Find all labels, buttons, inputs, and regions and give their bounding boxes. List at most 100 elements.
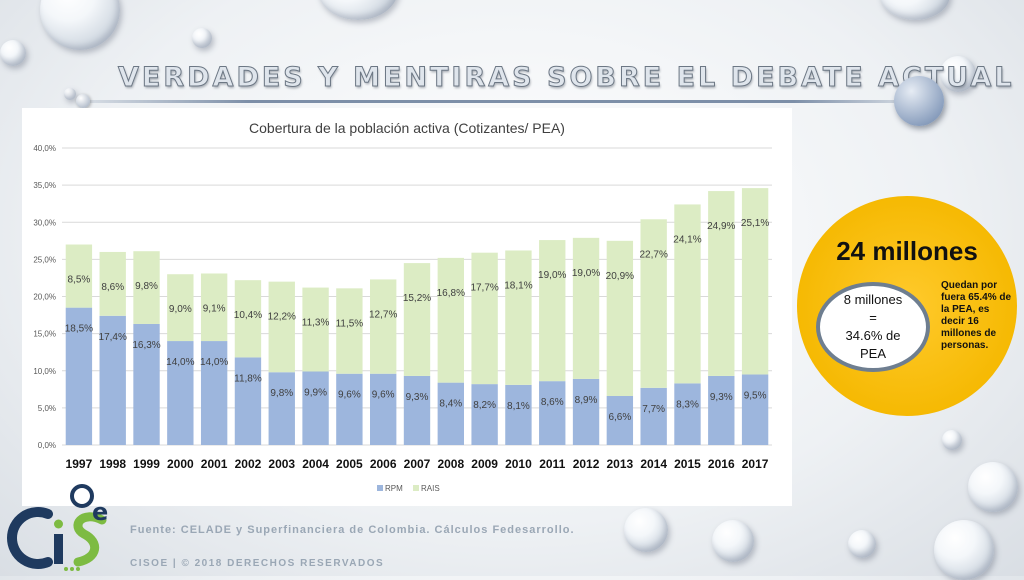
water-drop-decoration	[940, 56, 976, 92]
bar-rais	[370, 279, 397, 374]
data-label-rais: 12,2%	[268, 312, 296, 323]
data-label-rpm: 8,9%	[575, 395, 598, 406]
title-underline	[80, 100, 920, 103]
bar-rpm	[741, 374, 769, 445]
x-tick-label: 2015	[674, 457, 701, 471]
chart-title: Cobertura de la población activa (Cotiza…	[249, 120, 565, 136]
bar-rais	[437, 257, 464, 383]
data-label-rais: 11,3%	[302, 318, 330, 329]
oval-line-4: PEA	[859, 346, 886, 361]
cisoe-logo: e	[7, 484, 108, 571]
bar-rpm	[336, 373, 363, 445]
x-tick-label: 2017	[742, 457, 769, 471]
bar-rpm	[403, 375, 431, 445]
x-tick-label: 1997	[66, 457, 93, 471]
bar-rais	[99, 251, 126, 316]
water-drop-decoration	[318, 0, 398, 20]
data-label-rais: 18,1%	[504, 280, 532, 291]
data-label-rais: 10,4%	[234, 310, 262, 321]
water-drop-decoration	[934, 520, 994, 580]
x-tick-label: 2011	[539, 457, 565, 471]
legend-swatch	[377, 485, 383, 491]
data-label-rais: 9,0%	[169, 304, 192, 315]
title-line-orb	[894, 76, 944, 126]
callout-headline: 24 millones	[836, 236, 978, 266]
data-label-rais: 24,1%	[673, 234, 701, 245]
bar-rpm	[370, 373, 397, 445]
y-tick-label: 25,0%	[33, 255, 56, 264]
source-note: Fuente: CELADE y Superfinanciera de Colo…	[130, 524, 575, 536]
bar-rpm	[302, 371, 329, 445]
title-line-knob	[76, 94, 90, 108]
x-tick-label: 2010	[505, 457, 532, 471]
bar-rais	[200, 273, 228, 342]
water-drop-decoration	[880, 0, 950, 20]
water-drop-decoration	[968, 462, 1018, 512]
x-tick-label: 2006	[370, 457, 397, 471]
y-tick-label: 35,0%	[33, 181, 56, 190]
water-drop-decoration	[624, 508, 668, 552]
bar-rais	[674, 204, 701, 384]
water-drop-decoration	[40, 0, 120, 50]
x-tick-label: 2014	[640, 457, 667, 471]
data-label-rpm: 9,9%	[304, 387, 327, 398]
callout-circle: 24 millones 8 millones = 34.6% de PEA Qu…	[797, 196, 1017, 416]
data-label-rpm: 14,0%	[200, 357, 228, 368]
data-label-rpm: 8,6%	[541, 397, 564, 408]
data-label-rais: 16,8%	[437, 288, 465, 299]
data-label-rais: 12,7%	[369, 309, 397, 320]
oval-line-1: 8 millones	[843, 292, 903, 307]
bar-rais	[133, 251, 160, 324]
bar-rais	[65, 244, 93, 308]
x-tick-label: 2004	[302, 457, 329, 471]
y-tick-label: 15,0%	[33, 330, 56, 339]
bar-rpm	[708, 375, 735, 445]
data-label-rpm: 9,6%	[372, 390, 395, 401]
data-label-rpm: 8,1%	[507, 401, 530, 412]
water-drop-decoration	[942, 430, 962, 450]
data-label-rais: 11,5%	[336, 318, 364, 329]
x-tick-label: 2001	[201, 457, 228, 471]
x-tick-label: 2000	[167, 457, 194, 471]
x-tick-label: 2008	[437, 457, 464, 471]
data-label-rais: 22,7%	[639, 249, 667, 260]
data-label-rais: 8,5%	[68, 275, 91, 286]
data-label-rpm: 18,5%	[65, 324, 93, 335]
bar-rais	[505, 250, 532, 385]
bar-rais	[234, 280, 262, 358]
bar-rais	[606, 240, 634, 396]
x-tick-label: 2002	[235, 457, 262, 471]
x-tick-label: 2016	[708, 457, 735, 471]
oval-line-3: 34.6% de	[845, 328, 901, 343]
data-label-rais: 15,2%	[403, 293, 431, 304]
bar-rpm	[200, 341, 228, 445]
water-drop-decoration	[848, 530, 876, 558]
oval-line-2: =	[869, 310, 877, 325]
data-label-rpm: 8,2%	[473, 400, 496, 411]
data-label-rais: 19,0%	[538, 270, 566, 281]
data-label-rpm: 16,3%	[132, 340, 160, 351]
data-label-rais: 17,7%	[470, 283, 498, 294]
x-tick-label: 2013	[607, 457, 634, 471]
legend-label: RAIS	[421, 484, 440, 493]
chart-panel: Cobertura de la población activa (Cotiza…	[22, 108, 792, 506]
legend-swatch	[413, 485, 419, 491]
x-tick-label: 2005	[336, 457, 363, 471]
bar-rais	[539, 240, 566, 382]
y-tick-label: 20,0%	[33, 293, 56, 302]
data-label-rpm: 8,3%	[676, 399, 699, 410]
bar-rpm	[539, 381, 566, 445]
copyright-note: CISOE | © 2018 DERECHOS RESERVADOS	[130, 558, 385, 569]
data-label-rais: 19,0%	[572, 268, 600, 279]
bar-rpm	[65, 307, 93, 445]
bar-rpm	[167, 341, 194, 445]
data-label-rpm: 9,3%	[710, 392, 733, 403]
bar-rpm	[674, 383, 701, 445]
water-drop-decoration	[192, 28, 212, 48]
water-drop-decoration	[0, 40, 26, 66]
data-label-rpm: 9,8%	[270, 388, 293, 399]
y-tick-label: 0,0%	[38, 441, 56, 450]
data-label-rais: 9,8%	[135, 281, 158, 292]
bar-rais	[268, 281, 295, 373]
y-tick-label: 40,0%	[33, 144, 56, 153]
